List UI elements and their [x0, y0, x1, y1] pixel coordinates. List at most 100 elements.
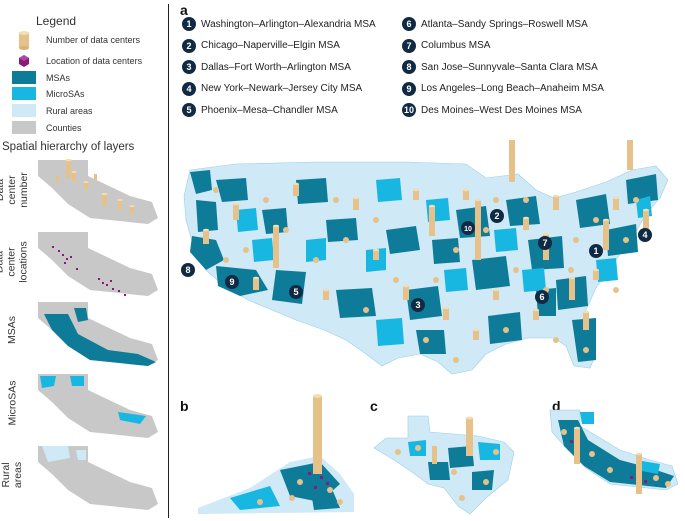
- data-center-dot: [243, 247, 249, 253]
- map-panel-b: [198, 394, 354, 514]
- data-center-cylinder: [463, 188, 469, 200]
- data-center-cylinder: [443, 306, 449, 320]
- msa-name: Washington–Arlington–Alexandria MSA: [201, 18, 376, 30]
- data-center-dot: [568, 267, 574, 273]
- tall-cylinder: [313, 396, 322, 474]
- svg-text:7: 7: [542, 238, 547, 248]
- msa-name: San Jose–Sunnyvale–Santa Clara MSA: [421, 61, 598, 73]
- msa-list-item: 4 New York–Newark–Jersey City MSA: [182, 81, 363, 96]
- data-center-dot: [423, 337, 429, 343]
- data-center-cylinder: [583, 310, 589, 330]
- map-msa-badges: 1 2 3 4 5 6 7 8 9 10: [181, 209, 652, 312]
- msa-name: Columbus MSA: [421, 40, 491, 51]
- panel-label-b: b: [180, 398, 189, 414]
- data-center-cylinder: [253, 276, 259, 290]
- legend-label: MicroSAs: [46, 88, 85, 99]
- msa-number-badge: 5: [182, 103, 196, 117]
- hierarchy-label-number: Data center number: [0, 172, 31, 208]
- msa-name: Des Moines–West Des Moines MSA: [421, 104, 582, 116]
- layer-microsas: [38, 374, 158, 438]
- msa-number-badge: 4: [182, 81, 196, 96]
- panel-label-a: a: [180, 2, 188, 18]
- data-center-dot: [343, 237, 349, 243]
- data-center-cylinder: [429, 204, 435, 236]
- legend-item-counties: Counties: [12, 121, 82, 134]
- map-msa-badge: 2: [490, 209, 504, 223]
- msa-number-badge: 7: [402, 38, 416, 53]
- map-msa-badge: 7: [538, 236, 552, 250]
- msa-name: Los Angeles–Long Beach–Anaheim MSA: [421, 83, 604, 94]
- data-center-cylinder: [353, 196, 359, 210]
- msa-list-item: 2 Chicago–Naperville–Elgin MSA: [182, 38, 340, 53]
- svg-text:4: 4: [642, 230, 647, 240]
- msa-list-item: 10 Des Moines–West Des Moines MSA: [402, 103, 582, 117]
- data-center-dot: [523, 197, 529, 203]
- legend-label: Number of data centers: [46, 35, 141, 45]
- msa-list-item: 7 Columbus MSA: [402, 38, 491, 53]
- marker-icon: [12, 54, 36, 68]
- data-center-dot: [583, 347, 589, 353]
- data-center-cylinder: [475, 198, 481, 260]
- legend-item-data-center-number: Number of data centers: [12, 30, 140, 50]
- msa-number-badge: 3: [182, 60, 196, 74]
- panel-divider: [168, 4, 169, 518]
- data-center-dot: [503, 327, 509, 333]
- data-center-cylinder: [523, 216, 529, 230]
- data-center-cylinder: [643, 208, 649, 230]
- legend-item-msas: MSAs: [12, 71, 70, 84]
- data-center-cylinder: [533, 308, 539, 320]
- data-center-dot: [393, 277, 399, 283]
- data-center-cylinder: [603, 218, 609, 250]
- data-center-dot: [373, 217, 379, 223]
- msa-number-badge: 10: [402, 103, 416, 117]
- hierarchy-label-microsas: MicroSAs: [6, 380, 18, 426]
- legend-item-rural: Rural areas: [12, 104, 93, 117]
- map-panel-d: [549, 409, 679, 494]
- svg-text:1: 1: [593, 246, 598, 256]
- rural-swatch: [12, 104, 36, 117]
- layer-rural: [38, 446, 158, 510]
- data-center-dot: [513, 267, 519, 273]
- data-center-cylinder: [473, 328, 479, 340]
- msa-name: New York–Newark–Jersey City MSA: [201, 83, 363, 94]
- data-center-dot: [213, 187, 219, 193]
- msa-number-badge: 2: [182, 38, 196, 53]
- msa-number-badge: 9: [402, 81, 416, 96]
- data-center-cylinder: [373, 248, 379, 260]
- map-msa-badge: 10: [461, 221, 475, 235]
- microsa-regions: [236, 178, 652, 346]
- data-center-dot: [573, 237, 579, 243]
- data-center-dot: [623, 237, 629, 243]
- svg-text:9: 9: [229, 277, 234, 287]
- data-center-dot: [433, 277, 439, 283]
- data-center-dot: [483, 227, 489, 233]
- map-msa-badge: 4: [638, 228, 652, 242]
- hierarchy-label-msas: MSAs: [6, 315, 19, 345]
- legend-label: Counties: [46, 122, 82, 133]
- map-msa-badge: 8: [181, 263, 195, 277]
- msa-regions: [190, 170, 658, 362]
- data-center-cylinder: [273, 224, 279, 268]
- data-center-cylinder: [233, 202, 239, 220]
- svg-text:10: 10: [464, 226, 472, 233]
- microsa-swatch: [12, 87, 36, 100]
- data-center-dot: [453, 247, 459, 253]
- msa-swatch: [12, 71, 36, 84]
- legend-item-data-center-location: Location of data centers: [12, 54, 142, 68]
- map-msa-badge: 5: [289, 285, 303, 299]
- data-center-cylinder: [613, 196, 619, 210]
- msa-number-badge: 6: [402, 17, 416, 31]
- msa-number-badge: 1: [182, 17, 196, 31]
- map-msa-badge: 1: [589, 244, 603, 258]
- data-center-cylinder: [553, 194, 559, 210]
- data-center-cylinder: [493, 288, 499, 300]
- data-center-dot: [493, 197, 499, 203]
- data-center-dot: [553, 337, 559, 343]
- data-center-dot: [613, 287, 619, 293]
- map-msa-badge: 6: [535, 290, 549, 304]
- data-center-dot: [313, 257, 319, 263]
- data-center-cylinder: [627, 140, 633, 170]
- legend-label: Rural areas: [46, 105, 93, 116]
- data-center-cylinder: [593, 268, 599, 280]
- msa-number-badge: 8: [402, 60, 416, 74]
